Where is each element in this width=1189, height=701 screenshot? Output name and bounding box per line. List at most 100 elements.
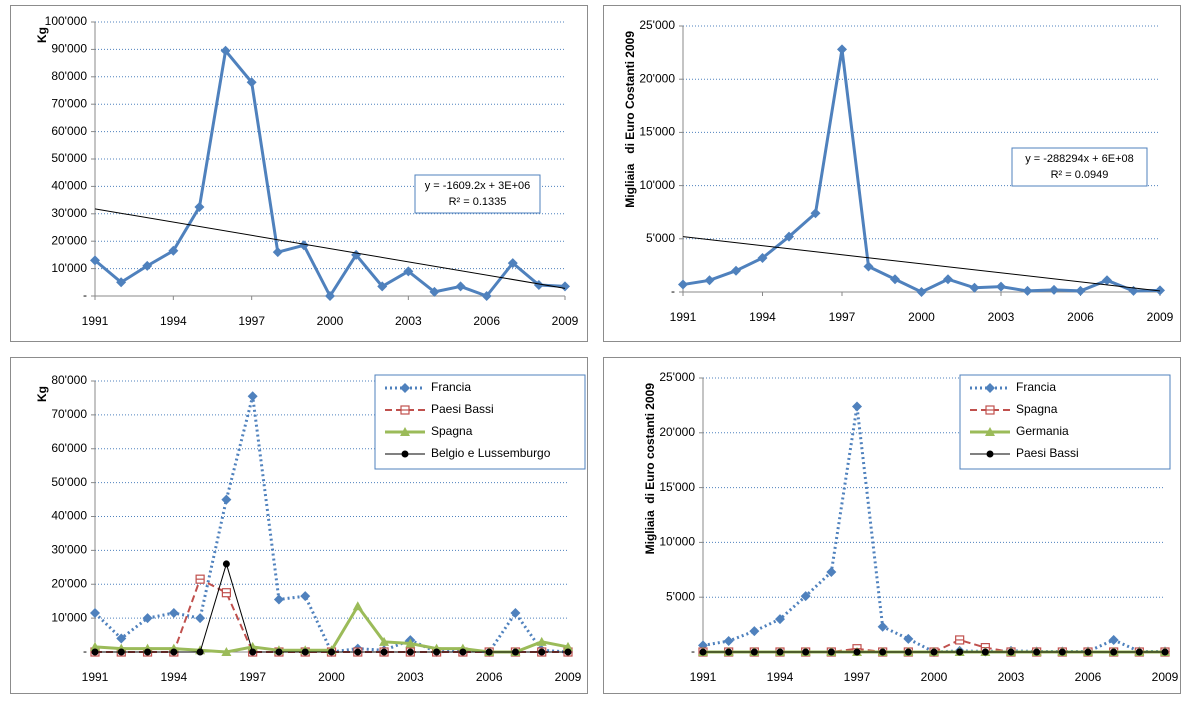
marker xyxy=(827,648,835,656)
marker xyxy=(903,633,914,644)
y-tick-label: 50'000 xyxy=(51,151,87,165)
marker xyxy=(352,601,363,611)
marker xyxy=(406,648,414,656)
x-tick-label: 2000 xyxy=(318,670,345,684)
marker xyxy=(117,648,125,656)
y-tick-label: 20'000 xyxy=(51,576,87,590)
marker xyxy=(300,591,311,602)
trend-r2: R² = 0.1335 xyxy=(449,196,507,208)
x-tick-label: 2006 xyxy=(1075,670,1102,684)
marker xyxy=(1033,648,1041,656)
legend-label: Belgio e Lussemburgo xyxy=(431,446,551,460)
trend-box xyxy=(1011,147,1148,187)
marker xyxy=(90,255,100,266)
x-tick-label: 2009 xyxy=(555,670,582,684)
marker xyxy=(170,648,178,656)
x-tick-label: 2009 xyxy=(1147,310,1174,324)
marker xyxy=(221,494,232,505)
marker xyxy=(194,201,205,212)
marker xyxy=(560,281,570,292)
x-tick-label: 2006 xyxy=(473,314,500,328)
marker xyxy=(354,648,362,656)
y-tick-label: 25'000 xyxy=(659,370,695,384)
marker xyxy=(142,613,153,624)
y-tick-label: 30'000 xyxy=(51,206,87,220)
y-tick-label: 10'000 xyxy=(659,535,695,549)
marker xyxy=(969,282,980,293)
x-tick-label: 2009 xyxy=(552,314,579,328)
marker xyxy=(536,636,547,646)
marker xyxy=(1022,285,1033,296)
legend-label: Francia xyxy=(1016,380,1056,394)
marker xyxy=(1049,284,1059,295)
marker xyxy=(879,648,887,656)
marker xyxy=(1155,285,1165,296)
chart-panel: - 10'000 20'000 30'000 40'000 50'000 60'000 70'… xyxy=(10,5,588,342)
y-tick-label: 80'000 xyxy=(51,69,87,83)
marker xyxy=(678,279,688,290)
y-tick-label: 40'000 xyxy=(51,509,87,523)
x-tick-label: 2003 xyxy=(998,670,1025,684)
x-tick-label: 1997 xyxy=(239,670,266,684)
y-tick-label: 5'000 xyxy=(646,231,675,245)
marker xyxy=(1084,648,1092,656)
legend-box xyxy=(959,374,1171,470)
x-tick-label: 1991 xyxy=(82,314,109,328)
legend-label: Francia xyxy=(431,380,471,394)
x-tick-label: 1991 xyxy=(690,670,717,684)
marker xyxy=(533,280,544,291)
y-axis-label: Kg xyxy=(35,27,49,43)
y-tick-label: - xyxy=(671,284,675,298)
marker xyxy=(379,636,390,646)
marker xyxy=(538,648,546,656)
marker xyxy=(481,291,492,301)
marker xyxy=(455,281,466,292)
x-tick-label: 1991 xyxy=(82,670,109,684)
marker xyxy=(852,401,862,412)
legend-label: Spagna xyxy=(1016,402,1058,416)
marker xyxy=(507,258,518,269)
marker xyxy=(1161,648,1169,656)
marker xyxy=(328,648,335,656)
x-tick-label: 1994 xyxy=(160,314,187,328)
marker xyxy=(405,638,416,648)
marker xyxy=(298,240,309,251)
y-tick-label: 50'000 xyxy=(51,475,87,489)
marker xyxy=(400,383,410,393)
marker xyxy=(196,648,204,656)
marker xyxy=(221,588,231,598)
marker xyxy=(144,648,152,656)
x-tick-label: 1997 xyxy=(238,314,265,328)
marker xyxy=(401,450,409,458)
y-tick-label: - xyxy=(83,644,87,658)
marker xyxy=(563,641,573,651)
y-tick-label: 60'000 xyxy=(51,441,87,455)
marker xyxy=(168,245,179,256)
marker xyxy=(877,621,888,632)
marker xyxy=(757,252,768,263)
marker xyxy=(981,648,989,656)
marker xyxy=(168,608,179,619)
y-tick-label: 90'000 xyxy=(51,42,87,56)
trend-line xyxy=(94,208,566,289)
y-tick-label: - xyxy=(691,644,695,658)
y-tick-label: 70'000 xyxy=(51,407,87,421)
y-tick-label: 20'000 xyxy=(639,71,675,85)
marker xyxy=(90,641,100,651)
marker xyxy=(247,391,258,402)
marker xyxy=(400,405,410,415)
panel-border xyxy=(10,5,588,342)
marker xyxy=(853,648,861,656)
x-tick-label: 1994 xyxy=(767,670,794,684)
marker xyxy=(986,450,994,458)
marker xyxy=(116,633,127,644)
marker xyxy=(195,613,206,624)
marker xyxy=(272,247,283,258)
marker xyxy=(955,635,965,645)
marker xyxy=(775,614,785,625)
marker xyxy=(1007,648,1015,656)
marker xyxy=(380,648,388,656)
y-axis-label: Migliaia di Euro Costanti 2009 xyxy=(623,31,637,208)
marker xyxy=(249,648,257,656)
